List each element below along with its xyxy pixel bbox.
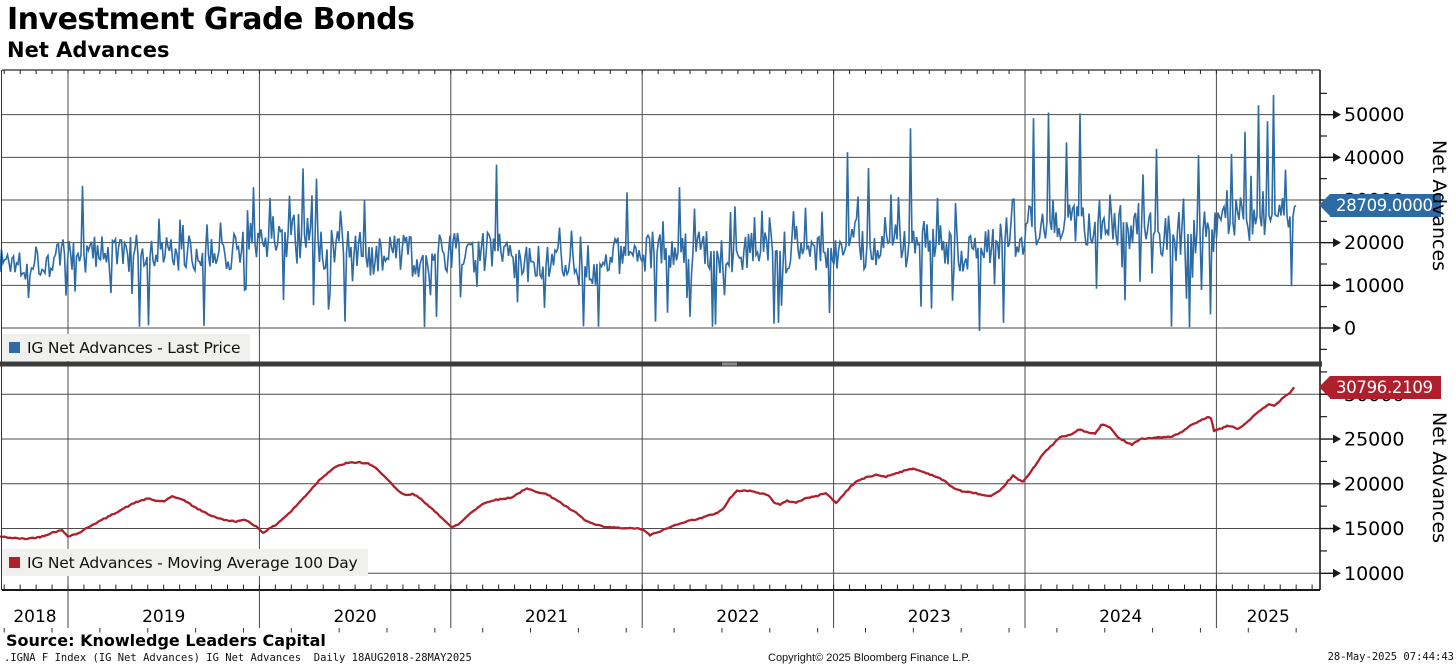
y-tick-label: 10000 — [1344, 275, 1404, 297]
x-year-label: 2021 — [525, 607, 568, 627]
copyright-notice: Copyright© 2025 Bloomberg Finance L.P. — [768, 652, 971, 664]
y-tick-label: 50000 — [1344, 104, 1404, 126]
tick-arrow — [1333, 152, 1341, 162]
legend-moving-average-label: IG Net Advances - Moving Average 100 Day — [27, 553, 358, 572]
y-tick-label: 20000 — [1344, 473, 1404, 495]
page-title: Investment Grade Bonds — [7, 2, 415, 37]
tick-arrow — [1333, 238, 1341, 248]
last-price-value-tag: 28709.0000 — [1319, 194, 1441, 217]
price-series-path — [0, 94, 1297, 332]
x-year-label: 2025 — [1247, 607, 1290, 627]
separator-drag-handle[interactable] — [722, 362, 737, 366]
panel-separator — [0, 361, 1322, 367]
chart-subtitle: Net Advances — [7, 38, 170, 62]
x-year-label: 2019 — [142, 607, 185, 627]
bottom-axis-title: Net Advances — [1428, 412, 1450, 544]
x-year-label: 2023 — [908, 607, 951, 627]
tick-arrow — [1333, 323, 1341, 333]
ma-series-path — [0, 386, 1295, 541]
x-year-label: 2020 — [333, 607, 376, 627]
tick-arrow — [1333, 280, 1341, 290]
legend-last-price[interactable]: IG Net Advances - Last Price — [2, 334, 251, 361]
legend-moving-average[interactable]: IG Net Advances - Moving Average 100 Day — [2, 549, 368, 576]
y-tick-label: 0 — [1344, 318, 1356, 340]
top-axis-title: Net Advances — [1428, 140, 1450, 272]
legend-last-price-label: IG Net Advances - Last Price — [27, 338, 241, 357]
y-tick-label: 20000 — [1344, 232, 1404, 254]
y-tick-label: 15000 — [1344, 518, 1404, 540]
y-tick-label: 25000 — [1344, 429, 1404, 451]
y-tick-label: 40000 — [1344, 147, 1404, 169]
source-credit: Source: Knowledge Leaders Capital — [6, 631, 326, 650]
index-description: .IGNA F Index (IG Net Advances) IG Net A… — [4, 652, 472, 664]
timestamp: 28-May-2025 07:44:43 — [1327, 651, 1454, 663]
x-year-label: 2022 — [716, 607, 759, 627]
x-year-label: 2018 — [13, 607, 56, 627]
y-tick-label: 10000 — [1344, 563, 1404, 585]
moving-average-value-tag: 30796.2109 — [1319, 375, 1441, 399]
ma-series-swatch — [9, 557, 20, 568]
x-year-label: 2024 — [1099, 607, 1142, 627]
tick-arrow — [1333, 479, 1341, 489]
tick-arrow — [1333, 110, 1341, 120]
tick-arrow — [1333, 568, 1341, 578]
tick-arrow — [1333, 524, 1341, 534]
tick-arrow — [1333, 434, 1341, 444]
price-series-swatch — [9, 342, 20, 353]
